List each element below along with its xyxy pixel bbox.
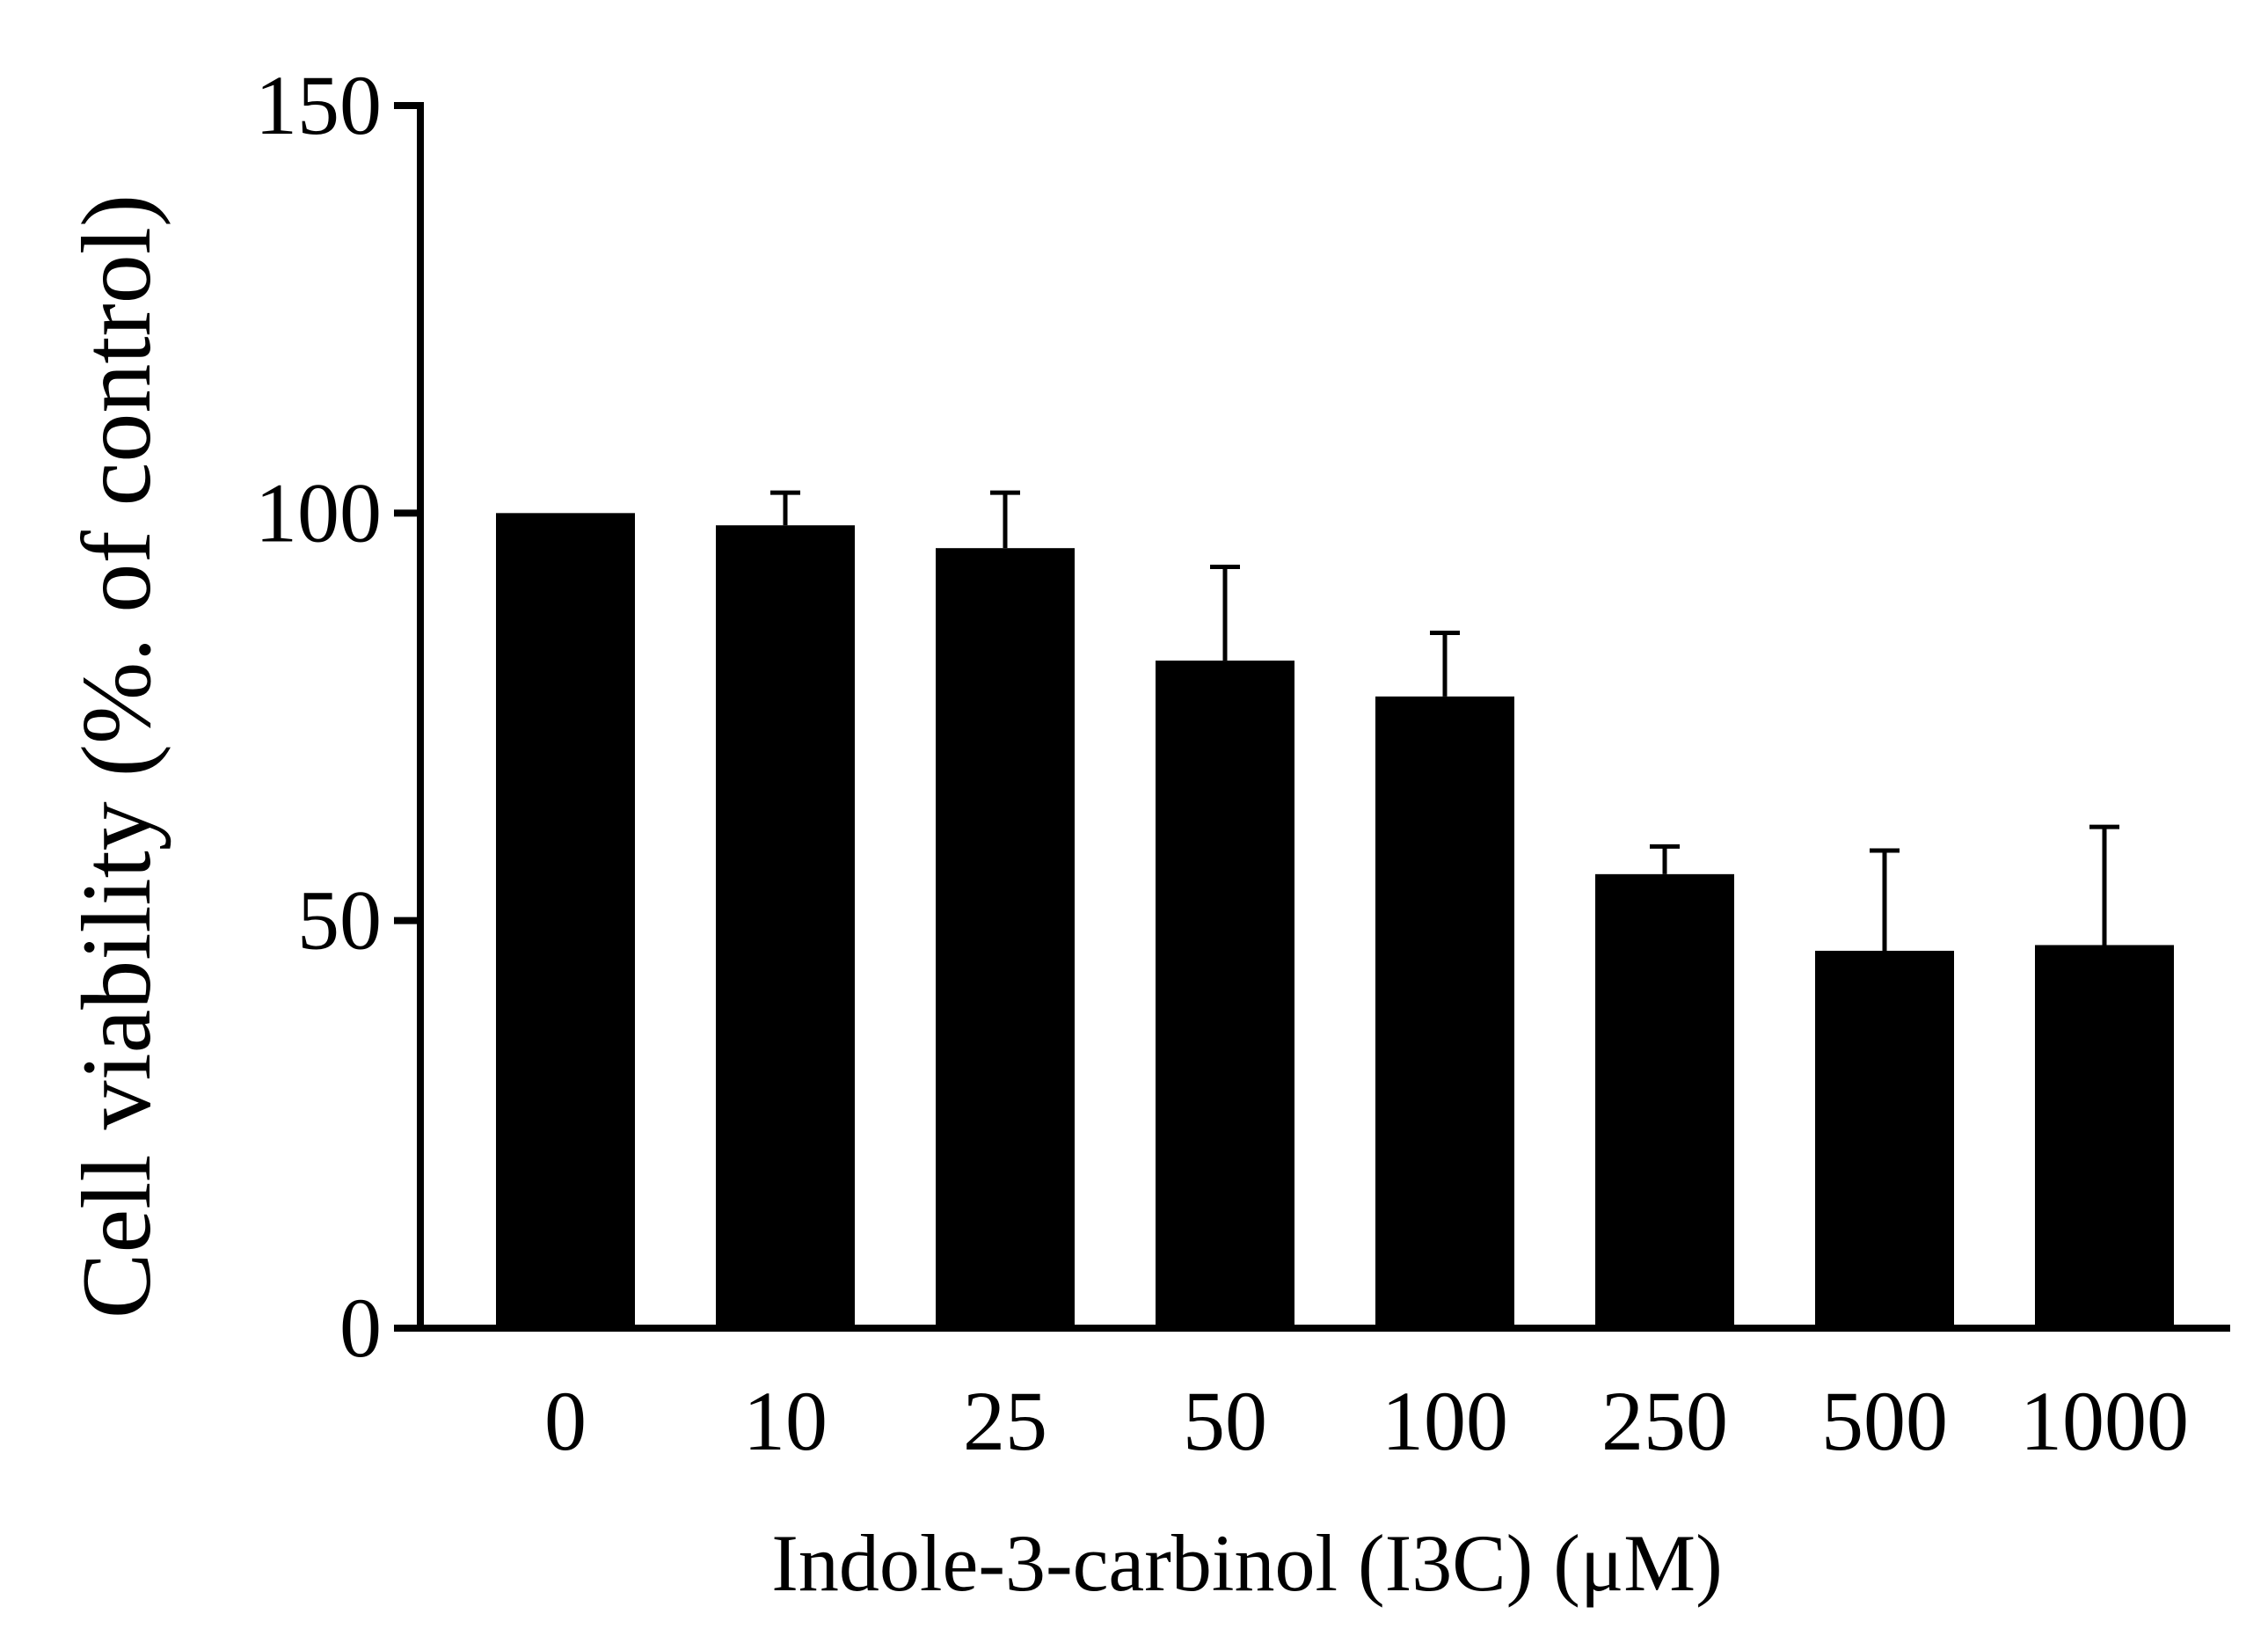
y-tick-label-50: 50 <box>297 873 382 968</box>
bar-100 <box>1375 696 1514 1328</box>
y-tick-label-100: 100 <box>255 465 382 559</box>
x-tick-label-100: 100 <box>1382 1374 1508 1468</box>
bar-50 <box>1156 661 1294 1328</box>
bar-250 <box>1595 873 1734 1328</box>
x-tick-label-0: 0 <box>544 1374 587 1468</box>
x-tick-label-500: 500 <box>1821 1374 1948 1468</box>
bar-500 <box>1815 950 1954 1328</box>
plot-area: 0 50 100 150 0 10 25 50 100 250 500 1000 <box>255 58 2230 1468</box>
y-tick-label-0: 0 <box>339 1281 382 1375</box>
y-tick-label-150: 150 <box>255 58 382 152</box>
bar-0 <box>496 513 635 1328</box>
bar-1000 <box>2035 945 2174 1328</box>
x-tick-label-1000: 1000 <box>2020 1374 2189 1468</box>
x-tick-label-50: 50 <box>1183 1374 1267 1468</box>
bar-25 <box>936 548 1075 1328</box>
x-axis-title: Indole-3-carbinol (I3C) (μM) <box>771 1518 1722 1608</box>
x-tick-label-250: 250 <box>1601 1374 1728 1468</box>
bar-10 <box>716 525 855 1328</box>
y-axis-title: Cell viability (%. of control) <box>62 194 171 1318</box>
x-tick-label-25: 25 <box>963 1374 1047 1468</box>
x-tick-label-10: 10 <box>743 1374 828 1468</box>
